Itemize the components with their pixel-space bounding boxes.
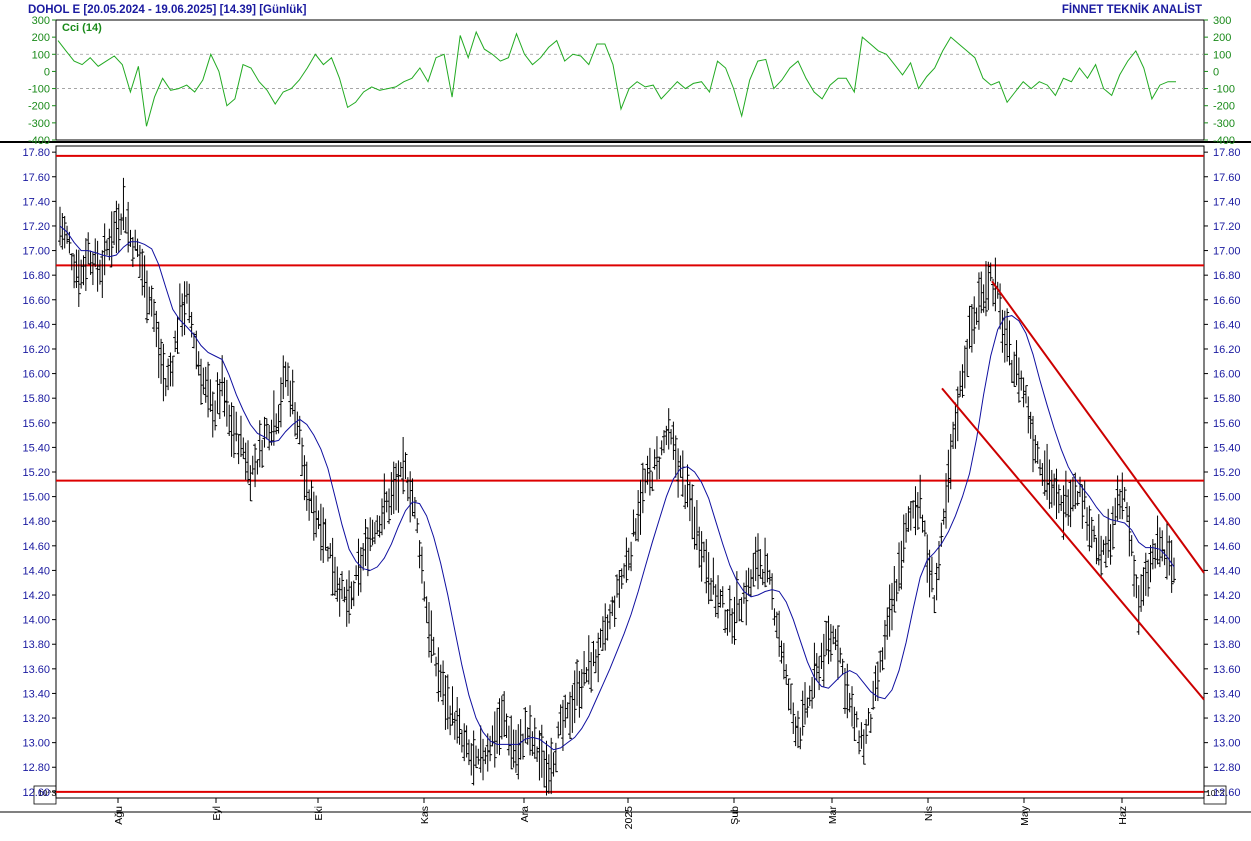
price-tick-label-right: 15.60 <box>1213 418 1241 430</box>
cci-tick-label-left: 200 <box>32 32 50 44</box>
moving-average-line <box>59 225 1175 751</box>
channel-lower-line <box>941 387 1205 701</box>
price-tick-label-right: 15.80 <box>1213 393 1241 405</box>
scale-note-left: 10^3 <box>38 788 56 798</box>
price-tick-label-left: 15.80 <box>22 393 50 405</box>
x-category-label: May <box>1019 805 1031 826</box>
x-category-label: Kas <box>419 806 431 824</box>
scale-box-right <box>1203 785 1227 805</box>
price-tick-label-left: 12.80 <box>22 762 50 774</box>
price-tick-label-right: 13.60 <box>1213 664 1241 676</box>
channel-upper-line <box>991 280 1205 574</box>
price-tick-label-left: 16.00 <box>22 369 50 381</box>
x-category-label: Şub <box>729 806 741 825</box>
cci-line <box>57 30 1176 127</box>
price-tick-label-right: 14.60 <box>1213 541 1241 553</box>
cci-tick-label-left: 300 <box>32 15 50 27</box>
cci-tick-label-right: 100 <box>1213 49 1231 61</box>
x-category-label: Nis <box>923 806 935 821</box>
price-tick-label-right: 17.60 <box>1213 172 1241 184</box>
price-tick-label-right: 15.40 <box>1213 442 1241 454</box>
price-tick-label-left: 15.20 <box>22 467 50 479</box>
price-tick-label-left: 17.80 <box>22 147 50 159</box>
scale-note-right: 10^3 <box>1206 788 1224 798</box>
chart-layer: 300 300 200 200 100 100 0 0 -100 -100 -200 -200 -300… <box>0 15 1251 829</box>
cci-tick-label-left: -200 <box>28 101 50 113</box>
chart-title: DOHOL E [20.05.2024 - 19.06.2025] [14.39… <box>28 4 307 16</box>
cci-tick-label-right: 300 <box>1213 15 1231 27</box>
price-tick-label-right: 15.20 <box>1213 467 1241 479</box>
price-tick-label-right: 14.20 <box>1213 590 1241 602</box>
cci-tick-label-right: -400 <box>1213 135 1235 147</box>
x-category-label: Eki <box>313 806 325 821</box>
price-tick-label-left: 13.60 <box>22 664 50 676</box>
price-tick-label-right: 15.00 <box>1213 492 1241 504</box>
price-tick-label-left: 17.40 <box>22 196 50 208</box>
price-tick-label-left: 16.80 <box>22 270 50 282</box>
price-tick-label-right: 16.60 <box>1213 295 1241 307</box>
price-tick-label-right: 17.40 <box>1213 196 1241 208</box>
x-category-label: Ara <box>519 806 531 823</box>
price-tick-label-right: 12.60 <box>1213 787 1241 799</box>
price-tick-label-left: 14.00 <box>22 615 50 627</box>
price-tick-label-left: 17.00 <box>22 246 50 258</box>
cci-tick-label-right: -100 <box>1213 84 1235 96</box>
price-tick-label-right: 13.40 <box>1213 688 1241 700</box>
cci-tick-label-right: -200 <box>1213 101 1235 113</box>
price-tick-label-left: 14.20 <box>22 590 50 602</box>
price-tick-label-left: 15.40 <box>22 442 50 454</box>
price-tick-label-left: 13.00 <box>22 738 50 750</box>
price-tick-label-right: 16.20 <box>1213 344 1241 356</box>
price-tick-label-right: 13.00 <box>1213 738 1241 750</box>
price-tick-label-right: 14.80 <box>1213 516 1241 528</box>
price-tick-label-left: 16.60 <box>22 295 50 307</box>
price-tick-label-left: 14.80 <box>22 516 50 528</box>
x-category-label: Eyl <box>211 806 223 821</box>
cci-label: Cci (14) <box>62 22 102 34</box>
price-tick-label-right: 14.00 <box>1213 615 1241 627</box>
cci-tick-label-left: -400 <box>28 135 50 147</box>
price-tick-label-left: 14.60 <box>22 541 50 553</box>
cci-panel-frame <box>55 19 1205 141</box>
cci-tick-label-left: -100 <box>28 84 50 96</box>
price-tick-label-right: 16.40 <box>1213 319 1241 331</box>
cci-tick-label-right: 200 <box>1213 32 1231 44</box>
vendor-title: FİNNET TEKNİK ANALİST <box>1062 3 1202 16</box>
cci-tick-label-left: 100 <box>32 49 50 61</box>
price-tick-label-left: 16.20 <box>22 344 50 356</box>
price-tick-label-left: 17.60 <box>22 172 50 184</box>
price-tick-label-right: 16.80 <box>1213 270 1241 282</box>
cci-tick-label-left: -300 <box>28 118 50 130</box>
price-tick-label-left: 15.00 <box>22 492 50 504</box>
x-category-label: Ağu <box>113 806 125 825</box>
price-tick-label-right: 12.80 <box>1213 762 1241 774</box>
price-panel-frame <box>55 145 1205 799</box>
price-tick-label-left: 17.20 <box>22 221 50 233</box>
price-tick-label-left: 13.20 <box>22 713 50 725</box>
scale-box-left <box>33 785 57 805</box>
price-tick-label-right: 17.80 <box>1213 147 1241 159</box>
price-tick-label-right: 17.00 <box>1213 246 1241 258</box>
x-category-label: 2025 <box>623 806 635 830</box>
price-tick-label-right: 14.40 <box>1213 565 1241 577</box>
cci-tick-label-right: -300 <box>1213 118 1235 130</box>
price-tick-label-left: 13.40 <box>22 688 50 700</box>
x-category-label: Mar <box>827 806 839 825</box>
price-tick-label-right: 16.00 <box>1213 369 1241 381</box>
price-tick-label-left: 14.40 <box>22 565 50 577</box>
x-category-label: Haz <box>1117 806 1129 825</box>
cci-tick-label-right: 0 <box>1213 66 1219 78</box>
price-tick-label-right: 17.20 <box>1213 221 1241 233</box>
price-tick-label-left: 16.40 <box>22 319 50 331</box>
price-tick-label-right: 13.20 <box>1213 713 1241 725</box>
cci-tick-label-left: 0 <box>44 66 50 78</box>
price-tick-label-left: 12.60 <box>22 787 50 799</box>
price-tick-label-left: 15.60 <box>22 418 50 430</box>
price-tick-label-right: 13.80 <box>1213 639 1241 651</box>
price-tick-label-left: 13.80 <box>22 639 50 651</box>
